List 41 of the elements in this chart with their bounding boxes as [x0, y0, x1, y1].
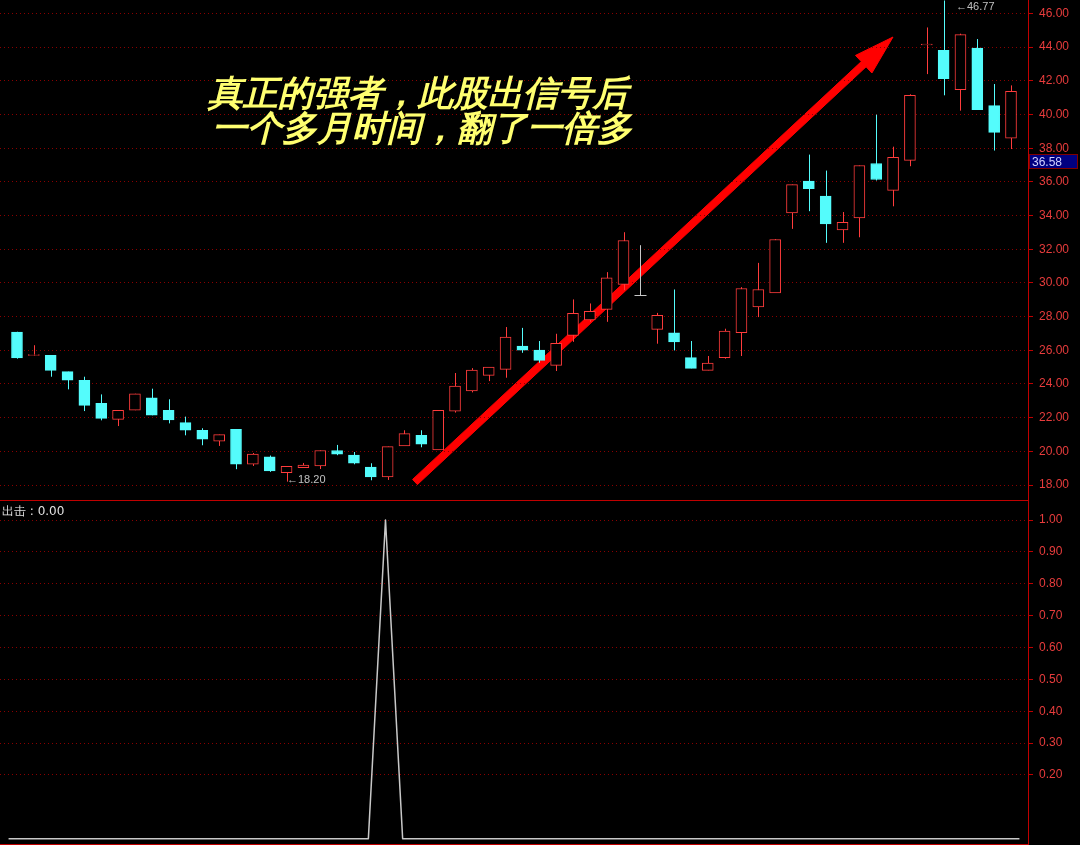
candlestick — [920, 26, 933, 75]
y-tick-label: 26.00 — [1039, 342, 1070, 357]
annotation: ←46.77 — [956, 0, 995, 13]
candlestick — [567, 298, 579, 343]
y-tick-label: 28.00 — [1039, 308, 1070, 323]
candlestick — [179, 416, 192, 436]
candlestick — [466, 367, 478, 393]
candlestick — [516, 327, 529, 354]
y-tick-label: 46.00 — [1039, 5, 1070, 20]
y-tick-label: 22.00 — [1039, 409, 1070, 424]
y-tick-label: 32.00 — [1039, 241, 1070, 256]
y-tick-label: 36.00 — [1039, 174, 1070, 189]
y-tick-label: 30.00 — [1039, 275, 1070, 290]
y-tick-label: 34.00 — [1039, 207, 1070, 222]
y-tick-label: 0.90 — [1039, 544, 1063, 559]
annotation: ←18.20 — [287, 473, 326, 486]
y-tick-label: 40.00 — [1039, 106, 1070, 121]
y-tick-label: 1.00 — [1039, 512, 1063, 527]
candlestick — [634, 244, 647, 296]
candlestick — [668, 288, 680, 351]
y-tick-label: 0.20 — [1039, 767, 1063, 782]
candlestick — [550, 333, 562, 372]
candlestick — [803, 154, 815, 212]
y-tick-label: 0.50 — [1039, 671, 1063, 686]
y-tick-label: 20.00 — [1039, 443, 1070, 458]
candlestick — [78, 376, 91, 412]
y-tick-label: 24.00 — [1039, 376, 1070, 391]
y-tick-label: 42.00 — [1039, 73, 1070, 88]
y-tick-label: 18.00 — [1039, 477, 1070, 492]
y-tick-label: 0.60 — [1039, 639, 1063, 654]
y-tick-label: 0.40 — [1039, 703, 1063, 718]
candlestick — [449, 372, 461, 414]
text: 36.58 — [1029, 154, 1078, 169]
candlestick — [685, 340, 697, 369]
y-tick-label: 38.00 — [1039, 140, 1070, 155]
y-tick-label: 44.00 — [1039, 39, 1070, 54]
y-tick-label: 0.80 — [1039, 576, 1063, 591]
y-tick-label: 0.30 — [1039, 735, 1063, 750]
y-tick-label: 0.70 — [1039, 607, 1063, 622]
chart-title: 出击 : 0.00 — [2, 503, 65, 520]
candlestick — [836, 211, 849, 244]
